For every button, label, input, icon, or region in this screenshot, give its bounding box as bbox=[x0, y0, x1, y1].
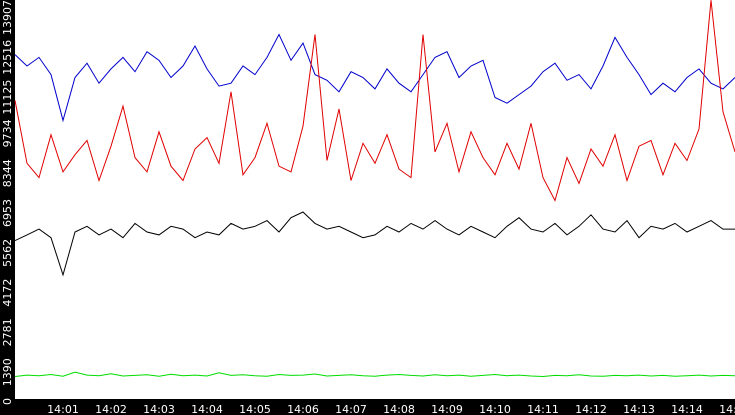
y-tick-label: 0 bbox=[1, 398, 14, 405]
x-tick-label: 14:02 bbox=[95, 403, 127, 415]
series-line bbox=[14, 371, 735, 378]
series-line bbox=[14, 0, 735, 202]
series-line bbox=[14, 33, 735, 123]
x-tick-label: 14:03 bbox=[143, 403, 175, 415]
x-tick-label: 14:07 bbox=[335, 403, 367, 415]
y-tick-label: 5562 bbox=[1, 239, 14, 267]
x-tick-label: 14:06 bbox=[287, 403, 319, 415]
x-tick-label: 14:14 bbox=[671, 403, 703, 415]
x-tick-label: 14:04 bbox=[191, 403, 223, 415]
x-tick-label: 14:09 bbox=[431, 403, 463, 415]
x-tick-label: 14:01 bbox=[47, 403, 79, 415]
x-axis-band bbox=[0, 399, 735, 415]
x-tick-label: 14:13 bbox=[623, 403, 655, 415]
y-tick-label: 4172 bbox=[1, 279, 14, 307]
x-tick-label: 14:11 bbox=[527, 403, 559, 415]
x-tick-label: 14:12 bbox=[575, 403, 607, 415]
x-tick-label: 14:08 bbox=[383, 403, 415, 415]
series-line bbox=[14, 211, 735, 277]
y-tick-label: 9734 bbox=[1, 119, 14, 147]
y-tick-label: 12516 bbox=[1, 40, 14, 75]
y-tick-label: 6953 bbox=[1, 199, 14, 227]
y-axis-band bbox=[0, 0, 15, 415]
x-tick-label: 14:10 bbox=[479, 403, 511, 415]
y-tick-label: 13907 bbox=[1, 0, 14, 35]
y-tick-label: 8344 bbox=[1, 159, 14, 187]
y-tick-label: 2781 bbox=[1, 318, 14, 346]
y-tick-label: 1390 bbox=[1, 358, 14, 386]
x-tick-label: 14:05 bbox=[239, 403, 271, 415]
y-tick-label: 11125 bbox=[1, 80, 14, 115]
x-tick-label: 14:15 bbox=[719, 403, 735, 415]
